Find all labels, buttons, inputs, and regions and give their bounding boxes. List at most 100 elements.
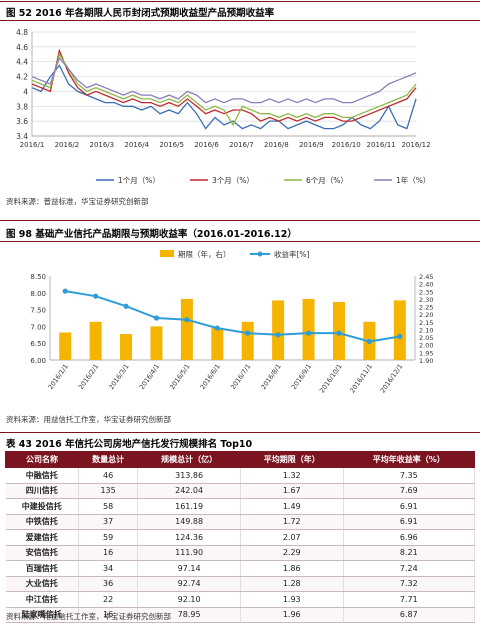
cell-scale: 313.86 [137,467,241,484]
left-tick-label: 7.00 [30,323,46,331]
yield-point [123,303,129,309]
y-tick-label: 4.2 [16,73,28,82]
cell-yield: 7.69 [343,483,476,499]
right-tick-label: 2.20 [419,311,433,319]
y-tick-label: 4.6 [16,43,28,52]
table-row: 中融信托 46 313.86 1.32 7.35 [5,467,476,484]
legend-label: 期限（年，右） [178,249,231,259]
table-header-row: 公司名称 数量总计 规模总计（亿） 平均期限（年） 平均年收益率（%） [5,451,476,468]
right-tick-label: 2.45 [419,273,433,281]
bar [150,326,163,360]
table-row: 百瑞信托 34 97.14 1.86 7.24 [5,560,476,577]
x-tick-label: 2016/10 [332,141,361,149]
series-line [31,52,417,127]
bar [120,334,133,360]
cell-company: 中融信托 [5,467,79,484]
yield-point [184,317,190,323]
top-rule [0,1,480,2]
x-tick-label: 2016/1 [20,141,45,149]
legend-swatch-bar [160,250,174,257]
x-tick-label: 2016/5/1 [168,363,191,392]
legend-label: 1年（%） [396,175,430,185]
yield-point [366,338,372,345]
cell-term: 1.72 [240,514,344,530]
cell-count: 135 [78,483,139,499]
cell-term: 1.93 [240,591,344,608]
cell-term: 1.28 [240,576,344,592]
x-tick-label: 2016/2/1 [77,363,100,392]
legend-label: 1个月（%） [118,176,160,185]
series-line [31,48,417,122]
figure2-title-rule [0,241,480,242]
cell-count: 36 [78,576,139,592]
x-tick-label: 2016/7 [229,141,254,149]
figure1-title: 图 52 2016 年各期限人民币封闭式预期收益型产品预期收益率 [6,8,275,19]
left-tick-label: 7.50 [30,307,46,315]
y-tick-label: 4.8 [16,28,28,37]
figure1-title-rule [0,20,480,21]
cell-company: 大业信托 [5,576,79,592]
table-row: 中建投信托 58 161.19 1.49 6.91 [5,498,476,515]
cell-count: 58 [78,498,139,515]
table-row: 陆家嘴信托 16 78.95 1.96 6.87 [5,607,476,623]
right-tick-label: 2.25 [419,304,433,312]
right-tick-label: 2.30 [419,296,433,304]
right-tick-label: 2.00 [419,342,433,350]
y-tick-label: 4 [23,87,28,96]
table-title: 表 43 2016 年信托公司房地产信托发行规模排名 Top10 [6,439,253,450]
header-scale: 规模总计（亿） [137,451,241,468]
figure1-source: 资料来源：普益标准，华宝证券研究创新部 [6,197,149,206]
cell-term: 1.86 [240,560,344,577]
figure2-combo-chart: 8.50 8.00 7.50 7.00 6.50 6.00 2.452.402.352.30… [30,249,433,395]
cell-scale: 92.10 [137,591,241,608]
bar [180,298,193,360]
cell-count: 46 [78,467,139,484]
cell-yield: 7.24 [343,560,476,577]
bar [272,300,285,360]
x-tick-label: 2016/8 [264,141,289,149]
x-tick-label: 2016/10/1 [318,363,344,395]
header-count: 数量总计 [77,451,139,468]
left-tick-label: 8.50 [30,273,46,281]
cell-term: 2.29 [240,545,344,561]
legend-label: 6个月（%） [306,176,348,185]
yield-point [93,293,99,299]
bar [302,298,315,360]
cell-company: 中建投信托 [5,498,79,515]
header-term: 平均期限（年） [239,451,344,468]
yield-point [305,330,312,336]
cell-yield: 6.96 [343,529,476,546]
x-tick-label: 2016/5 [159,141,184,149]
cell-yield: 7.35 [343,467,476,484]
yield-point [62,288,68,294]
figure2-source: 资料来源：用益信托工作室，华宝证券研究创新部 [6,415,171,424]
legend-label: 收益率[%] [274,249,310,259]
x-tick-label: 2016/3/1 [107,363,130,392]
left-tick-label: 8.00 [30,290,46,298]
cell-count: 37 [78,514,139,530]
x-tick-label: 2016/1/1 [47,363,70,392]
yield-point [214,325,220,331]
bar [241,321,254,360]
right-tick-label: 2.40 [419,281,433,289]
cell-yield: 8.21 [343,545,476,561]
cell-scale: 111.90 [137,545,241,561]
cell-yield: 6.87 [343,607,476,623]
left-tick-label: 6.50 [30,340,46,348]
cell-company: 陆家嘴信托 [5,607,79,623]
table-row: 安信信托 16 111.90 2.29 8.21 [5,545,476,561]
cell-count: 34 [78,560,139,577]
y-tick-label: 4.4 [16,58,28,67]
cell-term: 1.67 [240,483,344,499]
cell-company: 中江信托 [5,591,79,608]
series-line [31,56,417,104]
figure2-title: 图 98 基础产业信托产品期限与预期收益率（2016.01-2016.12） [6,229,297,240]
yield-point [336,330,342,336]
left-tick-label: 6.00 [30,357,46,365]
bar [393,300,406,360]
cell-company: 中铁信托 [5,514,79,530]
table-top-rule [0,432,480,433]
cell-scale: 78.95 [137,607,241,623]
y-tick-label: 3.6 [16,117,28,126]
